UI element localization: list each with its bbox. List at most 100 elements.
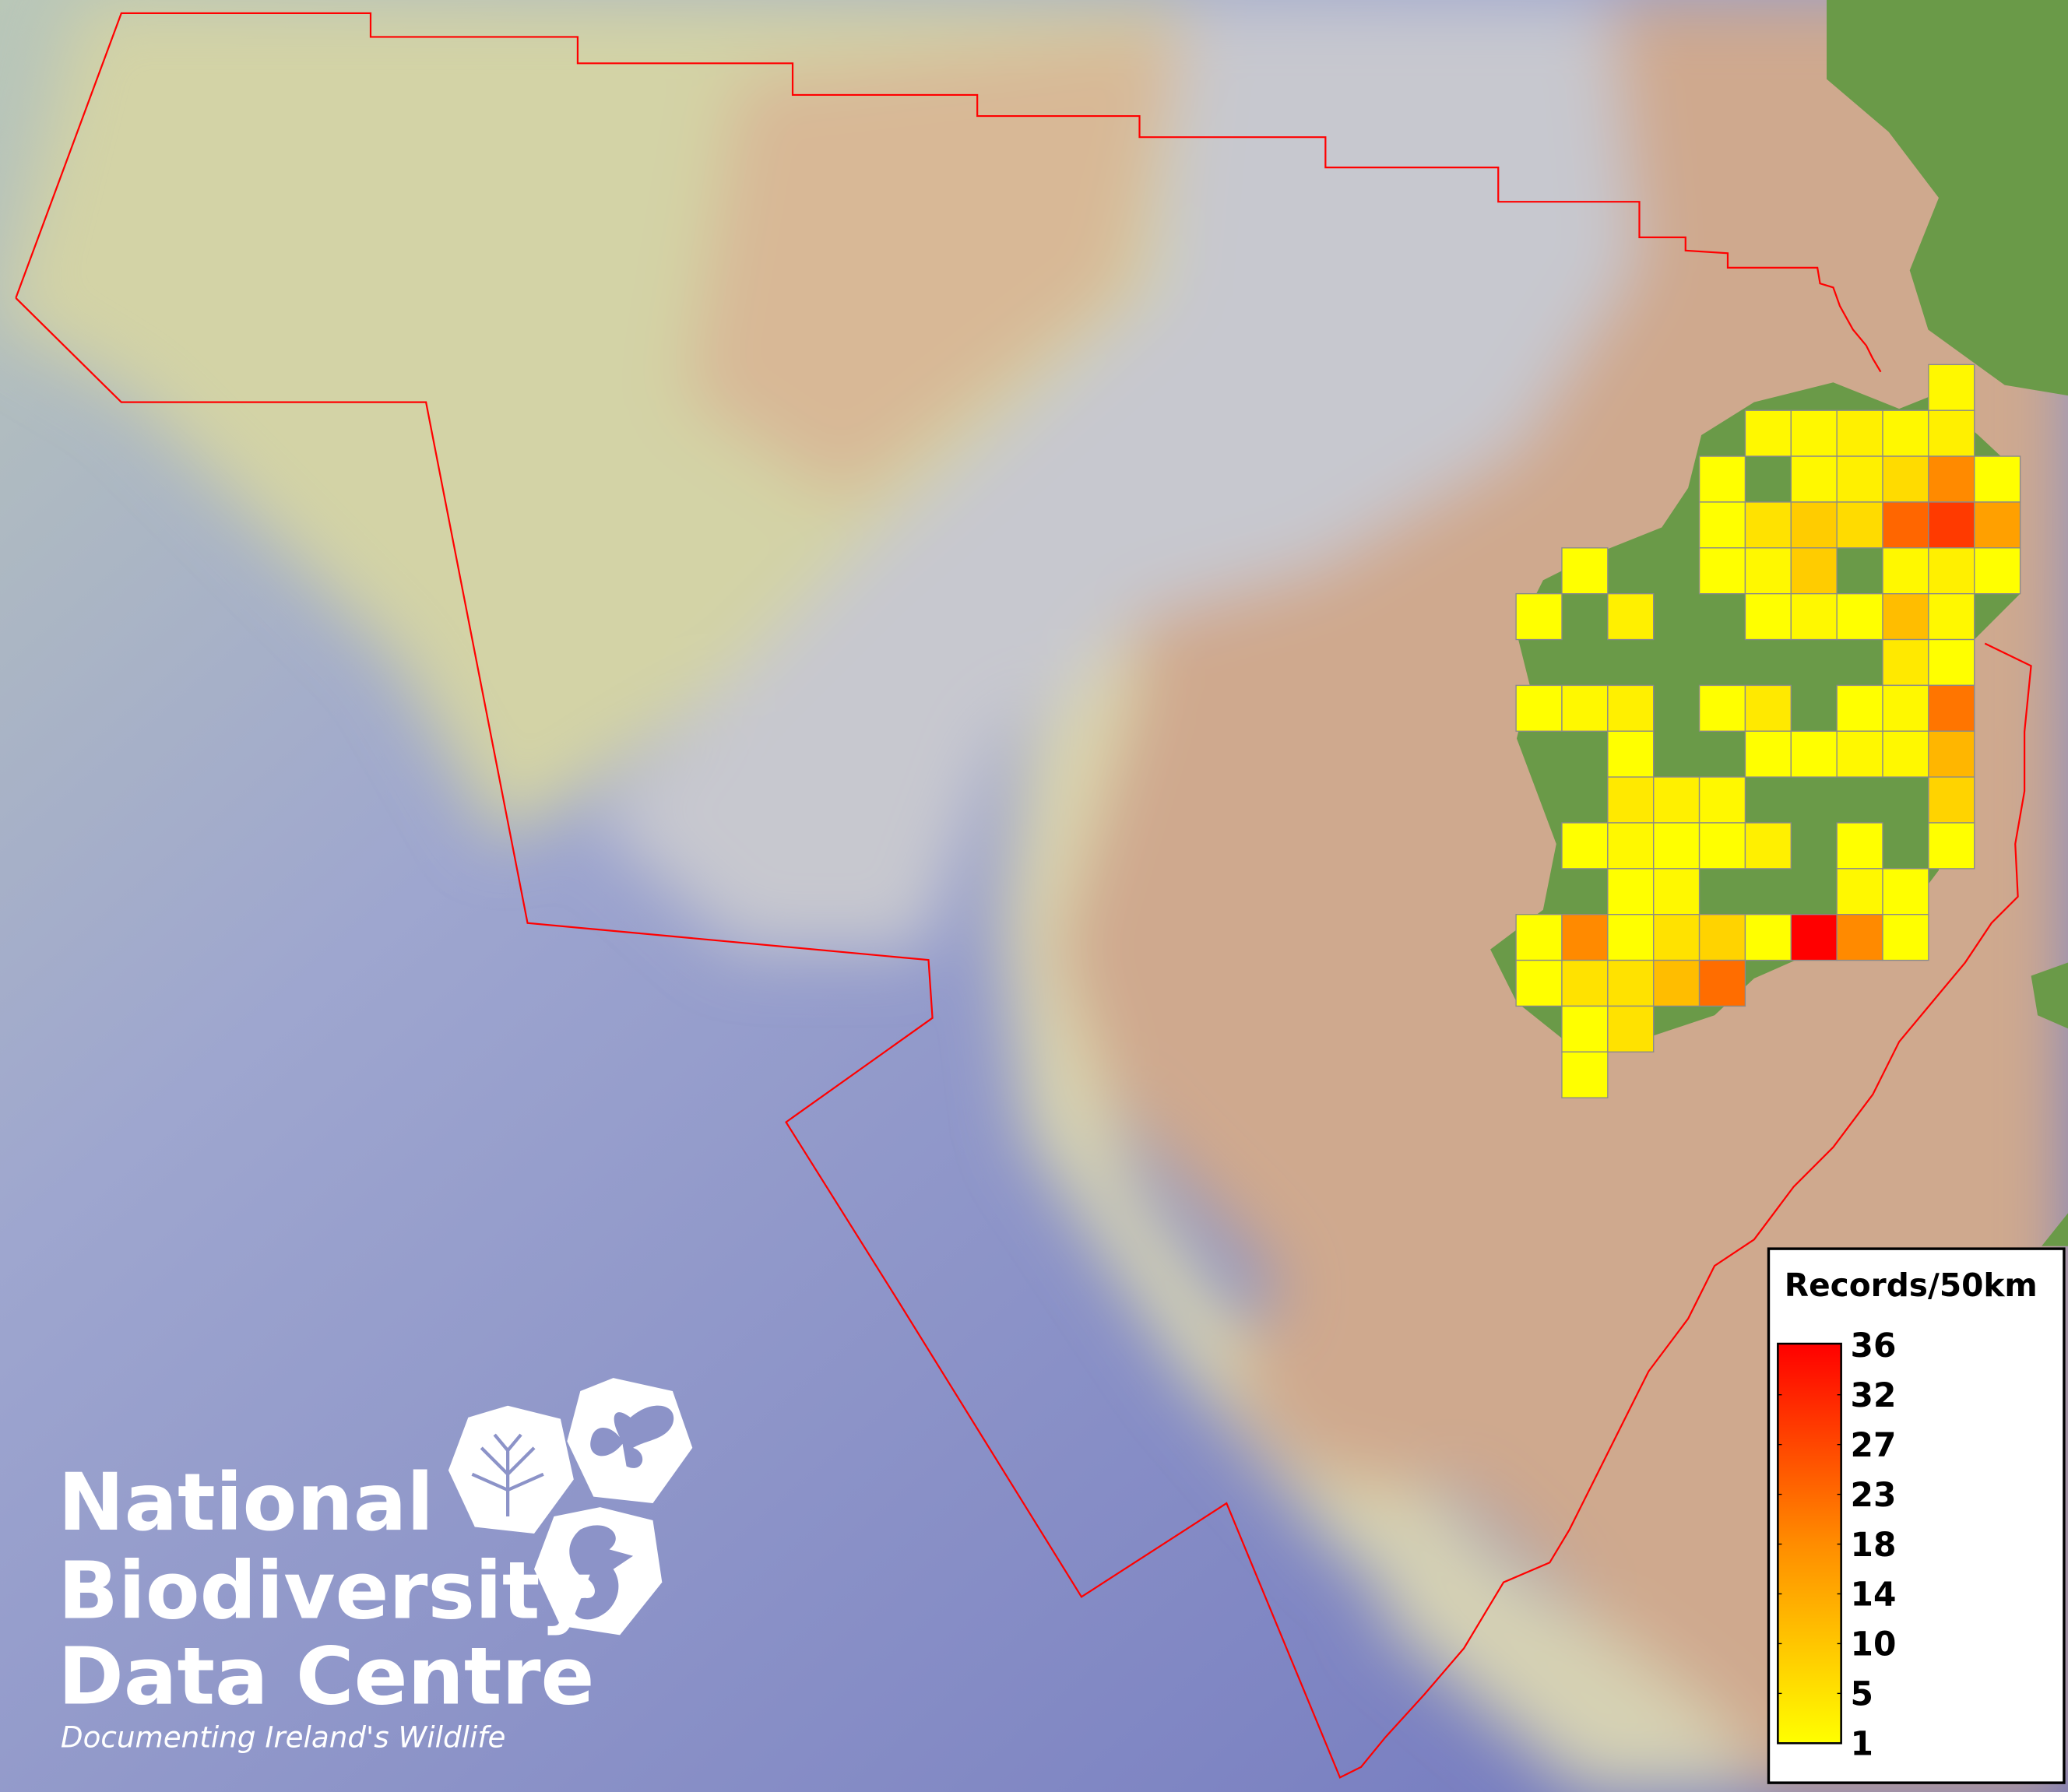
grid-cell: [1607, 776, 1655, 824]
legend-tick-label: 32: [1851, 1376, 1897, 1414]
grid-cell: [1653, 914, 1700, 961]
grid-cell: [1836, 730, 1883, 778]
logo-line-national: National: [58, 1456, 434, 1548]
grid-cell: [1882, 730, 1929, 778]
grid-cell: [1928, 364, 1975, 411]
grid-cell: [1653, 959, 1700, 1007]
coastal-landmass: [2042, 1213, 2068, 1246]
grid-cell: [1882, 638, 1929, 687]
grid-cell: [1882, 684, 1929, 732]
legend-title: Records/50km: [1785, 1267, 2038, 1304]
grid-cell: [1974, 547, 2021, 595]
grid-cell: [1836, 914, 1883, 961]
legend-tick-label: 1: [1851, 1725, 1873, 1763]
grid-cell: [1836, 822, 1883, 870]
grid-cell: [1561, 914, 1609, 961]
grid-cell: [1882, 547, 1929, 595]
grid-cell: [1836, 501, 1883, 549]
grid-cell: [1790, 592, 1838, 641]
grid-cell: [1515, 914, 1563, 961]
grid-cell: [1515, 684, 1563, 732]
grid-cell: [1928, 592, 1975, 641]
legend-tick-label: 10: [1851, 1625, 1897, 1664]
grid-cell: [1744, 501, 1792, 549]
logo-tagline: Documenting Ireland's Wildlife: [61, 1720, 505, 1754]
nbdc-logo: National Biodiversity Data Centre Docume…: [58, 1378, 693, 1754]
grid-cell: [1698, 547, 1746, 595]
grid-cell: [1882, 592, 1929, 641]
grid-cell: [1607, 730, 1655, 778]
grid-cell: [1653, 822, 1700, 870]
grid-cell: [1561, 1005, 1609, 1052]
legend-tick-label: 18: [1851, 1526, 1897, 1564]
grid-cell: [1928, 638, 1975, 687]
legend-tick-label: 5: [1851, 1675, 1873, 1713]
grid-cell: [1928, 547, 1975, 595]
records-grid: [1515, 364, 2021, 1098]
grid-cell: [1882, 914, 1929, 961]
grid-cell: [1928, 455, 1975, 503]
grid-cell: [1607, 822, 1655, 870]
grid-cell: [1561, 959, 1609, 1007]
seahorse-icon: [569, 1525, 634, 1620]
grid-cell: [1836, 684, 1883, 732]
grid-cell: [1607, 959, 1655, 1007]
legend-tick-label: 27: [1851, 1426, 1897, 1464]
grid-cell: [1698, 501, 1746, 549]
grid-cell: [1882, 409, 1929, 457]
grid-cell: [1698, 959, 1746, 1007]
grid-cell: [1744, 684, 1792, 732]
grid-cell: [1928, 409, 1975, 457]
scotland-landmass: [1827, 0, 2068, 396]
grid-cell: [1928, 501, 1975, 549]
grid-cell: [1561, 822, 1609, 870]
grid-cell: [1790, 914, 1838, 961]
grid-cell: [1744, 730, 1792, 778]
grid-cell: [1515, 592, 1563, 641]
grid-cell: [1882, 501, 1929, 549]
legend: Records/50km 36 32 27 23 18 14 10 5 1: [1767, 1247, 2066, 1784]
grid-cell: [1882, 455, 1929, 503]
tree-icon: [471, 1433, 544, 1516]
grid-cell: [1790, 730, 1838, 778]
legend-tick-label: 14: [1851, 1576, 1897, 1614]
grid-cell: [1744, 822, 1792, 870]
grid-cell: [1744, 409, 1792, 457]
grid-cell: [1928, 776, 1975, 824]
boundary-line-south: [15, 297, 2032, 1779]
grid-cell: [1974, 501, 2021, 549]
grid-cell: [1974, 455, 2021, 503]
legend-colorbar: [1777, 1342, 1842, 1745]
grid-cell: [1928, 684, 1975, 732]
grid-cell: [1836, 455, 1883, 503]
grid-cell: [1561, 1051, 1609, 1098]
butterfly-icon: [590, 1405, 674, 1468]
grid-cell: [1836, 868, 1883, 915]
grid-cell: [1698, 914, 1746, 961]
grid-cell: [1744, 592, 1792, 641]
grid-cell: [1698, 822, 1746, 870]
grid-cell: [1653, 868, 1700, 915]
grid-cell: [1836, 409, 1883, 457]
grid-cell: [1744, 547, 1792, 595]
grid-cell: [1607, 868, 1655, 915]
grid-cell: [1561, 547, 1609, 595]
grid-cell: [1790, 409, 1838, 457]
grid-cell: [1561, 684, 1609, 732]
coastal-landmass: [2031, 962, 2068, 1029]
logo-line-data-centre: Data Centre: [58, 1631, 595, 1723]
grid-cell: [1928, 822, 1975, 870]
grid-cell: [1653, 776, 1700, 824]
grid-cell: [1607, 914, 1655, 961]
boundary-line-north: [15, 12, 1882, 373]
grid-cell: [1744, 914, 1792, 961]
grid-cell: [1698, 776, 1746, 824]
grid-cell: [1790, 501, 1838, 549]
grid-cell: [1882, 868, 1929, 915]
grid-cell: [1607, 684, 1655, 732]
grid-cell: [1928, 730, 1975, 778]
grid-cell: [1698, 455, 1746, 503]
grid-cell: [1836, 592, 1883, 641]
legend-tick-label: 36: [1851, 1326, 1897, 1365]
